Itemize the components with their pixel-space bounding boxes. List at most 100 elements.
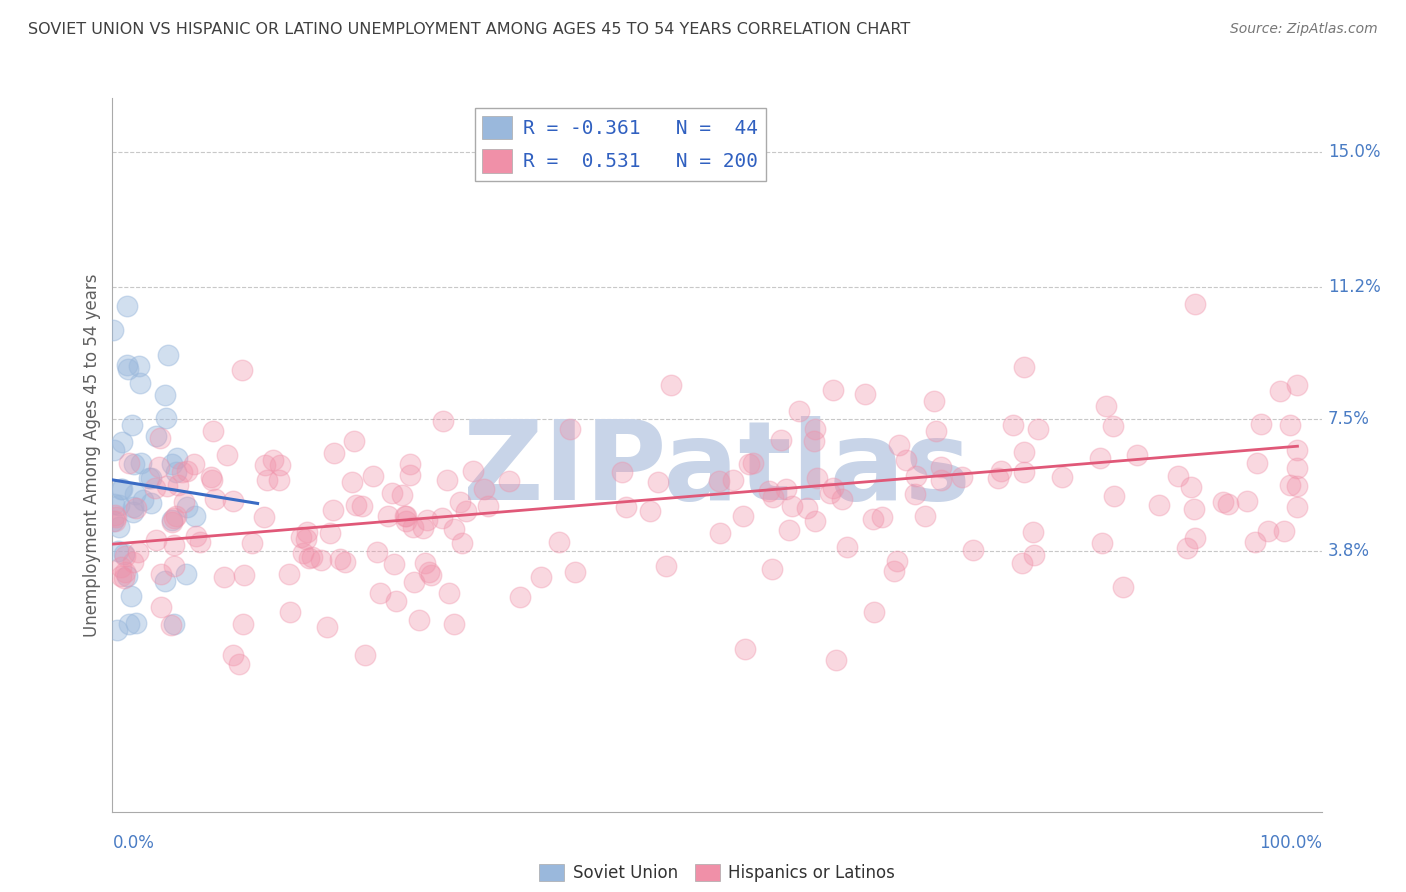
Point <box>780 499 803 513</box>
Point <box>734 642 756 657</box>
Point <box>149 431 172 445</box>
Point <box>242 535 264 549</box>
Point <box>904 468 927 483</box>
Point <box>111 483 134 497</box>
Point <box>111 435 134 450</box>
Point <box>1212 494 1234 508</box>
Point <box>1236 494 1258 508</box>
Point <box>1090 451 1112 466</box>
Point <box>267 473 290 487</box>
Point <box>291 546 314 560</box>
Point <box>640 504 662 518</box>
Point <box>162 513 184 527</box>
Point <box>253 458 276 472</box>
Point <box>125 616 148 631</box>
Point <box>118 617 141 632</box>
Point <box>1012 360 1035 375</box>
Point <box>1011 556 1033 570</box>
Point <box>160 515 183 529</box>
Point <box>322 445 344 459</box>
Point <box>221 648 243 663</box>
Y-axis label: Unemployment Among Ages 45 to 54 years: Unemployment Among Ages 45 to 54 years <box>83 273 101 637</box>
Point <box>228 657 250 672</box>
Point <box>1050 470 1073 484</box>
Point <box>290 530 312 544</box>
Point <box>443 617 465 632</box>
Point <box>1014 445 1036 459</box>
Point <box>124 500 146 515</box>
Point <box>1257 524 1279 538</box>
Point <box>301 550 323 565</box>
Point <box>114 565 136 579</box>
Point <box>117 362 139 376</box>
Point <box>377 508 399 523</box>
Point <box>319 526 342 541</box>
Point <box>437 586 460 600</box>
Point <box>124 487 146 501</box>
Point <box>295 525 318 540</box>
Point <box>162 457 184 471</box>
Point <box>436 473 458 487</box>
Point <box>432 511 454 525</box>
Text: 0.0%: 0.0% <box>112 834 155 852</box>
Text: 7.5%: 7.5% <box>1327 410 1369 428</box>
Point <box>184 529 207 543</box>
Point <box>382 558 405 572</box>
Point <box>1286 377 1309 392</box>
Point <box>647 475 669 489</box>
Point <box>1182 501 1205 516</box>
Point <box>886 554 908 568</box>
Text: 100.0%: 100.0% <box>1258 834 1322 852</box>
Point <box>775 483 797 497</box>
Point <box>105 509 128 524</box>
Point <box>564 565 586 579</box>
Point <box>402 520 425 534</box>
Point <box>477 499 499 513</box>
Point <box>456 504 478 518</box>
Point <box>149 600 172 615</box>
Point <box>202 424 225 438</box>
Point <box>335 555 357 569</box>
Point <box>738 457 761 471</box>
Point <box>138 471 160 485</box>
Point <box>1184 297 1206 311</box>
Point <box>232 617 254 632</box>
Point <box>163 616 186 631</box>
Point <box>315 620 337 634</box>
Point <box>153 388 176 402</box>
Point <box>200 470 222 484</box>
Point <box>162 510 184 524</box>
Point <box>155 411 177 425</box>
Point <box>831 491 853 506</box>
Point <box>232 567 254 582</box>
Point <box>461 464 484 478</box>
Point <box>1286 443 1309 458</box>
Point <box>322 502 344 516</box>
Text: SOVIET UNION VS HISPANIC OR LATINO UNEMPLOYMENT AMONG AGES 45 TO 54 YEARS CORREL: SOVIET UNION VS HISPANIC OR LATINO UNEMP… <box>28 22 910 37</box>
Point <box>118 456 141 470</box>
Point <box>418 566 440 580</box>
Point <box>110 560 132 574</box>
Point <box>1268 384 1291 398</box>
Text: 3.8%: 3.8% <box>1327 542 1369 560</box>
Point <box>419 567 441 582</box>
Point <box>835 540 858 554</box>
Point <box>145 533 167 547</box>
Point <box>883 564 905 578</box>
Point <box>709 475 731 489</box>
Point <box>163 538 186 552</box>
Point <box>141 496 163 510</box>
Point <box>156 349 179 363</box>
Point <box>294 532 316 546</box>
Point <box>415 513 437 527</box>
Point <box>176 500 198 515</box>
Point <box>474 483 496 497</box>
Point <box>1095 400 1118 414</box>
Point <box>1286 479 1309 493</box>
Point <box>614 500 637 515</box>
Point <box>399 457 422 471</box>
Point <box>217 448 239 462</box>
Point <box>121 418 143 433</box>
Point <box>350 499 373 513</box>
Point <box>1180 480 1202 494</box>
